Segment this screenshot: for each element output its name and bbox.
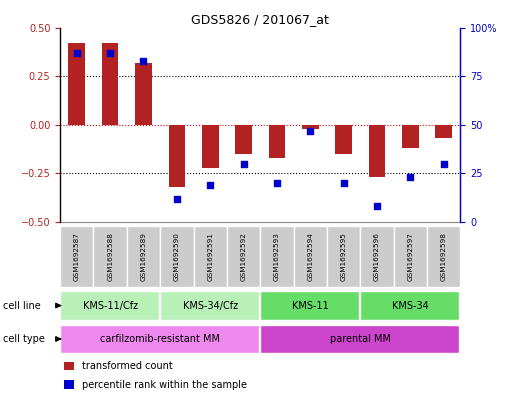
Bar: [260, 325, 459, 353]
Title: GDS5826 / 201067_at: GDS5826 / 201067_at: [191, 13, 329, 26]
Point: [339, 180, 348, 186]
Bar: [60, 292, 159, 320]
Text: GSM1692597: GSM1692597: [407, 232, 413, 281]
Text: GSM1692587: GSM1692587: [74, 232, 80, 281]
Text: GSM1692592: GSM1692592: [241, 232, 246, 281]
Bar: [427, 226, 460, 287]
Text: cell type: cell type: [3, 334, 44, 344]
Point: [206, 182, 214, 188]
Point: [406, 174, 414, 180]
Bar: [394, 226, 427, 287]
Bar: [335, 125, 352, 154]
Bar: [227, 226, 260, 287]
Bar: [135, 62, 152, 125]
Bar: [235, 125, 252, 154]
Bar: [160, 292, 259, 320]
Bar: [260, 292, 359, 320]
Bar: [160, 226, 194, 287]
Bar: [69, 43, 85, 125]
Bar: [102, 43, 119, 125]
Text: GSM1692594: GSM1692594: [307, 232, 313, 281]
Text: KMS-34: KMS-34: [392, 301, 429, 310]
Bar: [60, 226, 94, 287]
Point: [373, 203, 381, 209]
Text: parental MM: parental MM: [329, 334, 391, 344]
Text: GSM1692590: GSM1692590: [174, 232, 180, 281]
Point: [73, 50, 81, 56]
Text: KMS-34/Cfz: KMS-34/Cfz: [183, 301, 238, 310]
Bar: [64, 362, 74, 370]
Bar: [127, 226, 160, 287]
Bar: [94, 226, 127, 287]
Point: [439, 160, 448, 167]
Bar: [268, 125, 285, 158]
Bar: [293, 226, 327, 287]
Bar: [64, 380, 74, 389]
Bar: [402, 125, 418, 148]
Bar: [60, 325, 259, 353]
Point: [139, 57, 147, 64]
Text: cell line: cell line: [3, 301, 40, 310]
Bar: [168, 125, 185, 187]
Text: KMS-11: KMS-11: [292, 301, 328, 310]
Text: GSM1692588: GSM1692588: [107, 232, 113, 281]
Point: [173, 196, 181, 202]
Text: GSM1692598: GSM1692598: [440, 232, 447, 281]
Point: [240, 160, 248, 167]
Bar: [260, 226, 293, 287]
Text: KMS-11/Cfz: KMS-11/Cfz: [83, 301, 138, 310]
Point: [106, 50, 115, 56]
Text: GSM1692596: GSM1692596: [374, 232, 380, 281]
Point: [306, 127, 314, 134]
Bar: [194, 226, 227, 287]
Text: GSM1692595: GSM1692595: [340, 232, 347, 281]
Bar: [360, 292, 459, 320]
Bar: [302, 125, 319, 129]
Bar: [360, 226, 393, 287]
Text: GSM1692591: GSM1692591: [207, 232, 213, 281]
Text: transformed count: transformed count: [82, 361, 173, 371]
Text: carfilzomib-resistant MM: carfilzomib-resistant MM: [100, 334, 220, 344]
Bar: [435, 125, 452, 138]
Text: GSM1692593: GSM1692593: [274, 232, 280, 281]
Bar: [202, 125, 219, 167]
Bar: [369, 125, 385, 177]
Text: percentile rank within the sample: percentile rank within the sample: [82, 380, 247, 390]
Point: [272, 180, 281, 186]
Bar: [327, 226, 360, 287]
Text: GSM1692589: GSM1692589: [141, 232, 146, 281]
